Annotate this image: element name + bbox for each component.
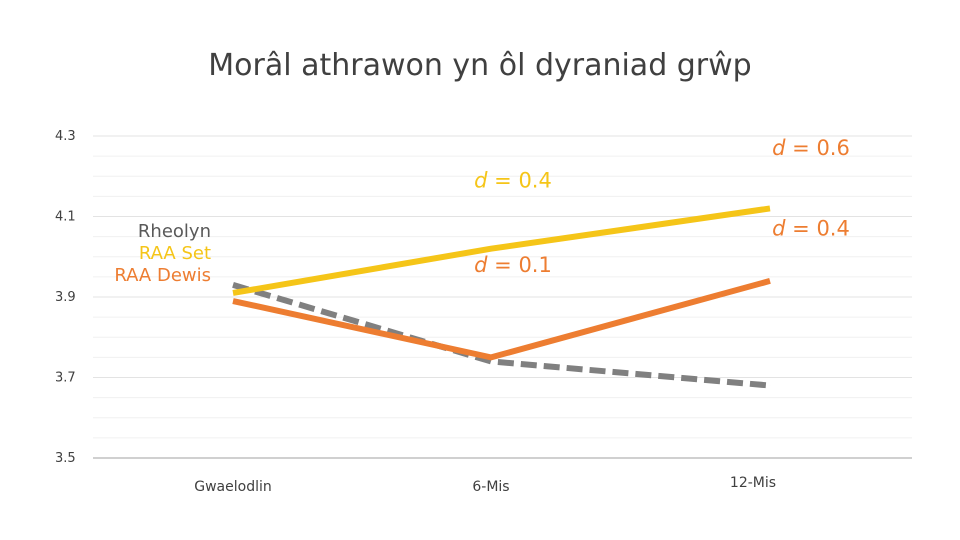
legend-entry: Rheolyn: [138, 221, 211, 242]
grid-lines: [93, 135, 912, 459]
x-tick-label: Gwaelodlin: [194, 479, 272, 495]
effect-size-annotation: d = 0.4: [772, 217, 850, 241]
x-tick-labels: Gwaelodlin 6-Mis 12-Mis: [194, 475, 776, 495]
y-tick-label: 4.1: [55, 210, 76, 225]
chart-title: Morâl athrawon yn ôl dyraniad grŵp: [208, 48, 752, 83]
y-tick-label: 3.9: [55, 290, 76, 305]
y-tick-label: 3.5: [55, 451, 76, 466]
x-tick-label: 12-Mis: [730, 475, 776, 491]
y-tick-label: 3.7: [55, 371, 76, 386]
annotations: d = 0.4 d = 0.6 d = 0.1 d = 0.4: [474, 136, 850, 277]
effect-size-annotation: d = 0.6: [772, 136, 850, 160]
y-tick-label: 4.3: [55, 129, 76, 144]
series-lines: [232, 205, 771, 389]
legend-entry: RAA Dewis: [114, 265, 211, 286]
effect-size-annotation: d = 0.4: [474, 168, 552, 192]
y-tick-labels: 3.5 3.7 3.9 4.1 4.3: [55, 129, 76, 466]
x-tick-label: 6-Mis: [472, 479, 509, 495]
effect-size-annotation: d = 0.1: [474, 253, 552, 277]
legend-entry: RAA Set: [139, 243, 211, 264]
series-line-2: [232, 205, 771, 296]
series-line-3: [232, 278, 771, 361]
